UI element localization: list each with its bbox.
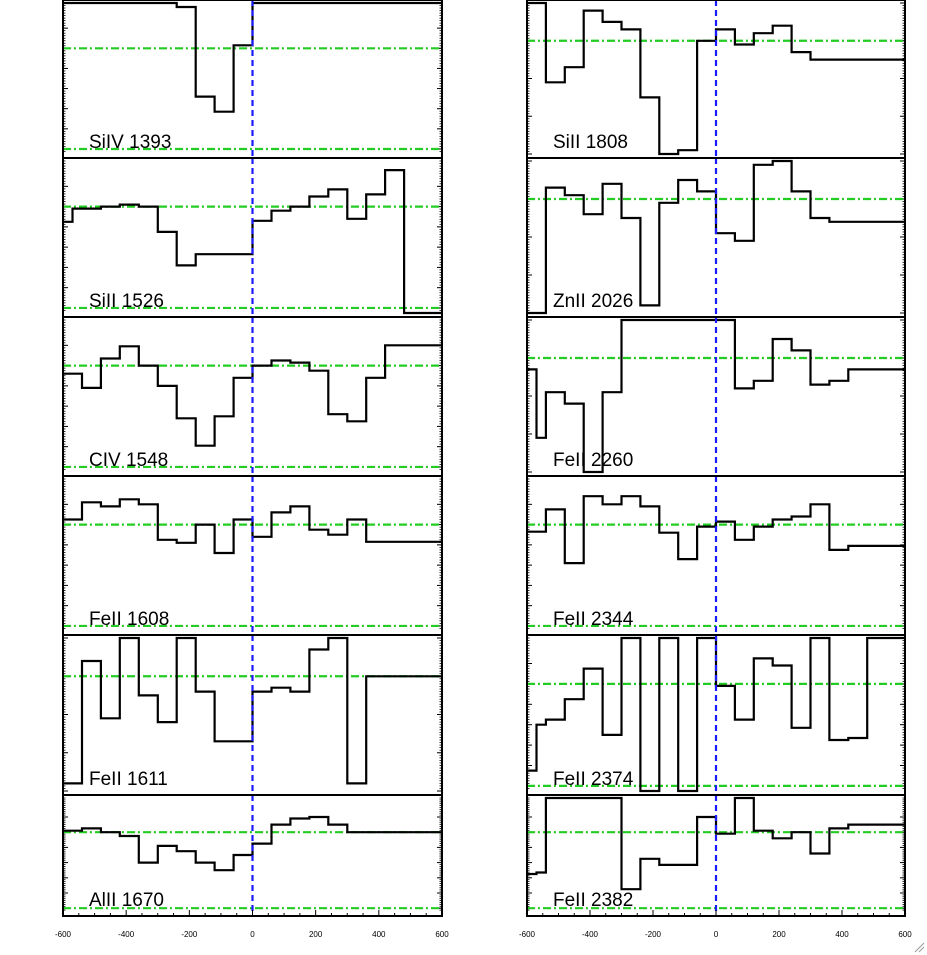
x-tick-label: 400 (835, 930, 849, 939)
flux-profile (527, 1, 905, 156)
x-tick-label: -400 (582, 930, 599, 939)
flux-profile (63, 815, 442, 872)
x-tick-label: -200 (181, 930, 198, 939)
flux-profile (63, 636, 442, 785)
flux-profile (63, 169, 442, 315)
flux-profile (63, 344, 442, 447)
x-tick-label: 0 (250, 930, 255, 939)
x-tick-label: -600 (519, 930, 536, 939)
x-tick-label: -200 (645, 930, 662, 939)
flux-profile (527, 159, 905, 315)
x-tick-label: 600 (435, 930, 449, 939)
ion-label: SiII 1526 (89, 291, 164, 312)
resize-grip-icon[interactable] (913, 941, 925, 953)
x-tick-label: 600 (898, 930, 912, 939)
ion-label: ZnII 2026 (553, 291, 633, 312)
ion-label: SiII 1808 (553, 132, 628, 153)
x-tick-label: -600 (55, 930, 72, 939)
flux-profile (63, 498, 442, 555)
x-tick-label: 400 (372, 930, 386, 939)
flux-profile (527, 636, 905, 793)
ion-label: AlII 1670 (89, 890, 164, 911)
flux-profile (63, 1, 442, 113)
x-tick-label: 0 (714, 930, 719, 939)
ion-label: FeII 1608 (89, 609, 169, 630)
ion-label: FeII 1611 (89, 769, 168, 790)
x-tick-label: -400 (118, 930, 135, 939)
ion-label: SiIV 1393 (89, 132, 171, 153)
ion-label: FeII 2344 (553, 609, 634, 630)
x-tick-label: 200 (309, 930, 323, 939)
flux-profile (527, 495, 905, 565)
ion-label: FeII 2374 (553, 769, 634, 790)
ion-label: FeII 2260 (553, 450, 633, 471)
x-tick-label: 200 (772, 930, 786, 939)
ion-label: FeII 2382 (553, 890, 633, 911)
ion-label: CIV 1548 (89, 450, 168, 471)
